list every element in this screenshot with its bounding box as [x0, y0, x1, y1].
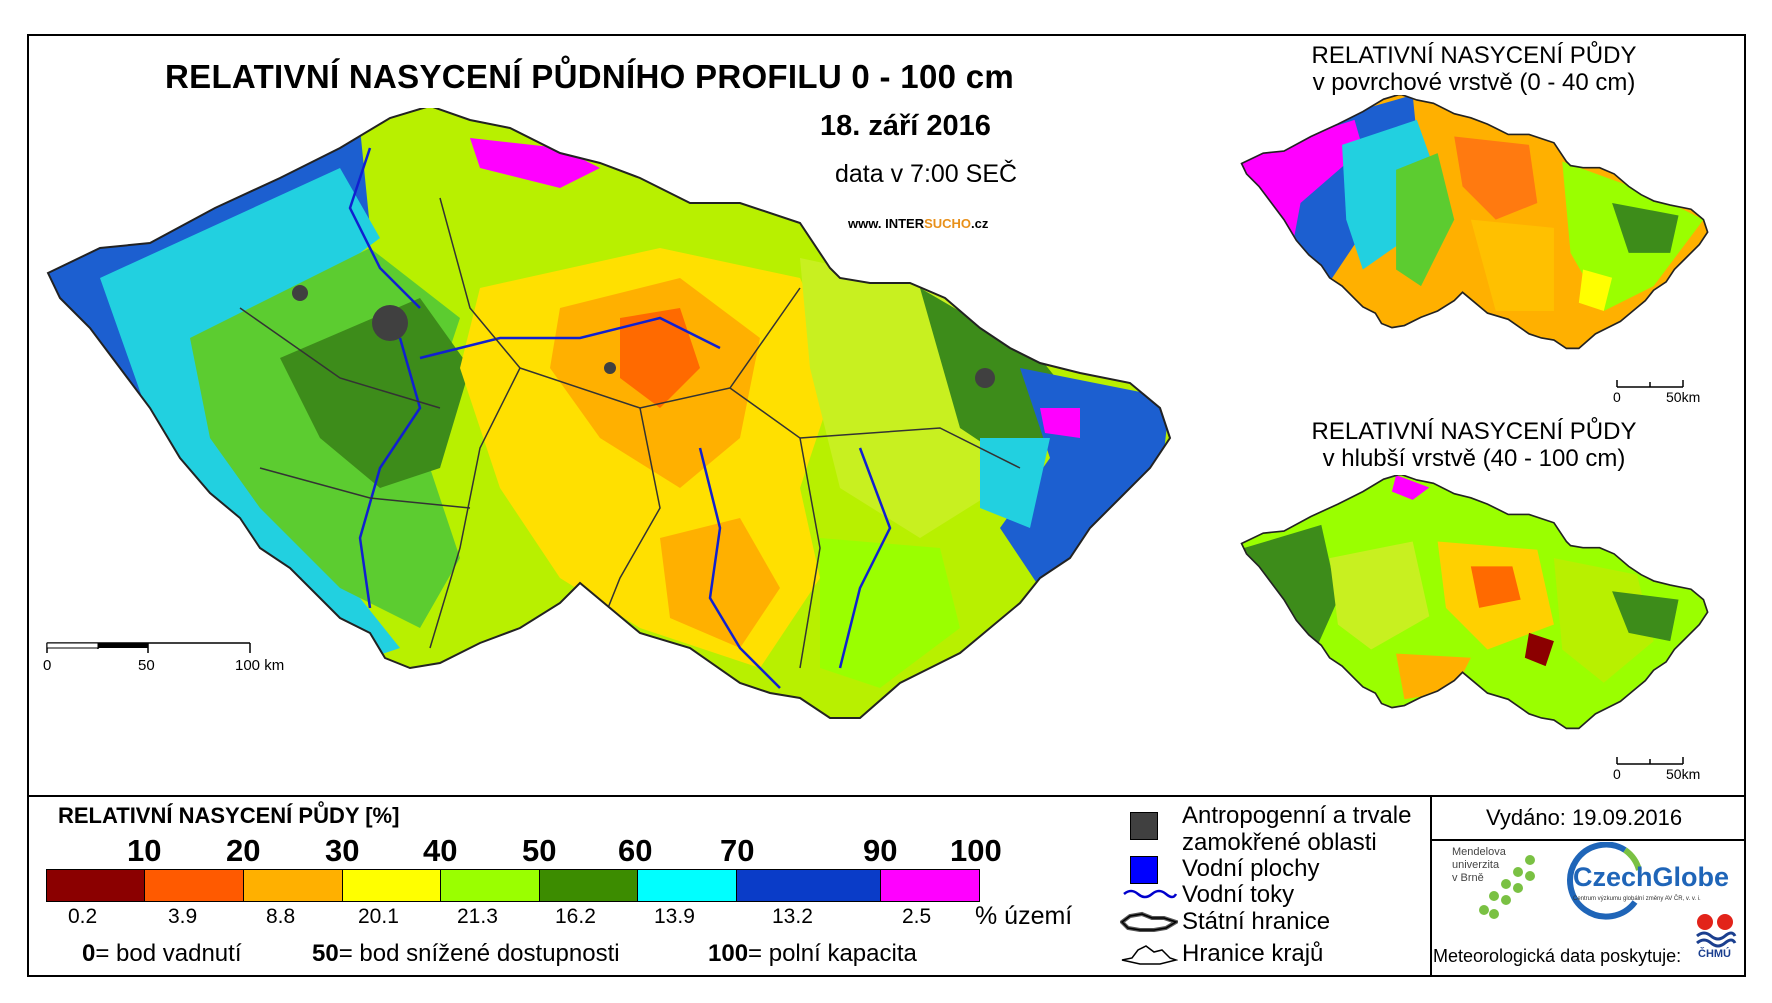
main-time: data v 7:00 SEČ	[835, 160, 1018, 188]
legend-tick: 20	[226, 833, 261, 868]
site-url-prefix: www. INTER	[848, 216, 925, 231]
legend-divider	[27, 795, 1746, 797]
legend-swatch-20-30	[244, 870, 343, 901]
site-url-highlight: SUCHO	[924, 216, 972, 231]
legend-pct: 0.2	[68, 905, 98, 928]
legend-pct: 13.9	[654, 905, 695, 928]
inset-top-scale-0: 0	[1613, 389, 1621, 405]
legend-tick: 60	[618, 833, 653, 868]
legend-swatch-30-40	[343, 870, 441, 901]
legend-tick: 90	[863, 833, 898, 868]
statni-hranice-label: Státní hranice	[1182, 908, 1331, 935]
legend-tick: 10	[127, 833, 162, 868]
mendel-line2: univerzita	[1452, 859, 1500, 871]
main-title: RELATIVNÍ NASYCENÍ PŮDNÍHO PROFILU 0 - 1…	[165, 58, 1015, 95]
vodni-toky-label: Vodní toky	[1182, 881, 1295, 908]
legend-swatch-60-70	[638, 870, 737, 901]
inset-bottom-title-line1: RELATIVNÍ NASYCENÍ PŮDY	[1311, 418, 1637, 445]
legend-pct: 8.8	[266, 905, 296, 928]
legend-expl-num: 100	[708, 940, 749, 967]
legend-pct-unit: % území	[975, 902, 1073, 930]
legend-pct: 20.1	[358, 905, 399, 928]
legend-tick: 100	[950, 833, 1002, 868]
legend-tick: 50	[522, 833, 557, 868]
czechglobe-name: CzechGlobe	[1573, 862, 1730, 892]
legend-expl-text: = polní kapacita	[748, 940, 917, 967]
mendel-line3: v Brně	[1452, 872, 1484, 884]
issued-date: Vydáno: 19.09.2016	[1486, 805, 1683, 830]
legend-pct: 16.2	[555, 905, 596, 928]
inset-top-title: RELATIVNÍ NASYCENÍ PŮDY v povrchové vrst…	[1254, 42, 1694, 96]
legend-expl-reduced: 50= bod snížené dostupnosti	[312, 940, 620, 968]
legend-swatch-50-60	[540, 870, 638, 901]
inset-bottom-scale-0: 0	[1613, 766, 1621, 782]
main-scale-100: 100 km	[235, 657, 285, 674]
legend-swatch-10-20	[145, 870, 244, 901]
main-scale-50: 50	[138, 657, 155, 674]
antropogenni-line2: zamokřené oblasti	[1182, 829, 1377, 856]
issued-box	[1430, 797, 1746, 977]
mendel-logo-icon	[1479, 855, 1535, 919]
antropogenni-label: Antropogenní a trvale zamokřené oblasti	[1182, 802, 1412, 856]
legend-swatch-70-90	[737, 870, 881, 901]
vodni-plochy-label: Vodní plochy	[1182, 855, 1320, 882]
legend-swatch-0-10	[47, 870, 145, 901]
legend-swatch-40-50	[441, 870, 540, 901]
hranice-kraju-symbol	[1121, 945, 1178, 965]
inset-bottom-scale-bar	[1616, 757, 1684, 765]
czechglobe-logo-text: CzechGlobe	[1573, 862, 1729, 893]
mendel-line1: Mendelova	[1452, 846, 1506, 858]
legend-pct: 3.9	[168, 905, 198, 928]
legend-pct: 21.3	[457, 905, 498, 928]
site-url-suffix: .cz	[971, 216, 989, 231]
legend-pct: 13.2	[772, 905, 813, 928]
main-date: 18. září 2016	[820, 110, 991, 142]
chmu-logo-text: ČHMÚ	[1698, 948, 1731, 960]
mendel-logo-text: Mendelova univerzita v Brně	[1452, 846, 1506, 885]
main-map	[46, 108, 1171, 719]
legend-title: RELATIVNÍ NASYCENÍ PŮDY [%]	[58, 803, 400, 828]
legend-swatch-90-100	[881, 870, 979, 901]
antropogenni-swatch	[1130, 812, 1158, 840]
inset-bottom-scale-50: 50km	[1666, 766, 1701, 782]
inset-top-title-line1: RELATIVNÍ NASYCENÍ PŮDY	[1311, 42, 1637, 69]
inset-bottom-map	[1240, 475, 1709, 730]
legend-expl-text: = bod vadnutí	[95, 940, 242, 967]
chmu-logo-icon	[1696, 914, 1737, 948]
czechglobe-subtitle: Centrum výzkumu globální změny AV ČR, v.…	[1573, 896, 1701, 902]
legend-expl-wilting: 0= bod vadnutí	[82, 940, 241, 968]
legend-pct: 2.5	[902, 905, 932, 928]
meteo-data-label: Meteorologická data poskytuje:	[1433, 946, 1682, 966]
main-scale-bar	[46, 642, 251, 653]
legend-tick: 40	[423, 833, 458, 868]
legend-expl-text: = bod snížené dostupnosti	[338, 940, 620, 967]
statni-hranice-symbol	[1120, 911, 1178, 932]
vodni-toky-symbol	[1123, 889, 1178, 899]
vodni-plochy-swatch	[1130, 856, 1158, 884]
inset-top-map	[1240, 95, 1709, 350]
legend-expl-field-capacity: 100= polní kapacita	[708, 940, 917, 968]
issued-separator	[1430, 839, 1746, 841]
legend-expl-num: 50	[312, 940, 339, 967]
inset-top-title-line2: v povrchové vrstvě (0 - 40 cm)	[1312, 69, 1636, 96]
inset-top-scale-50: 50km	[1666, 389, 1701, 405]
site-url: www. INTERSUCHO.cz	[848, 216, 988, 231]
inset-bottom-title: RELATIVNÍ NASYCENÍ PŮDY v hlubší vrstvě …	[1254, 418, 1694, 472]
legend-tick: 70	[720, 833, 755, 868]
legend-expl-num: 0	[82, 940, 96, 967]
legend-color-ramp	[46, 869, 980, 902]
main-scale-0: 0	[43, 657, 52, 674]
inset-bottom-title-line2: v hlubší vrstvě (40 - 100 cm)	[1322, 445, 1626, 472]
inset-top-scale-bar	[1616, 380, 1684, 388]
legend-tick: 30	[325, 833, 360, 868]
czechglobe-logo-icon	[1567, 842, 1642, 920]
hranice-kraju-label: Hranice krajů	[1182, 940, 1324, 967]
antropogenni-line1: Antropogenní a trvale	[1182, 802, 1412, 829]
